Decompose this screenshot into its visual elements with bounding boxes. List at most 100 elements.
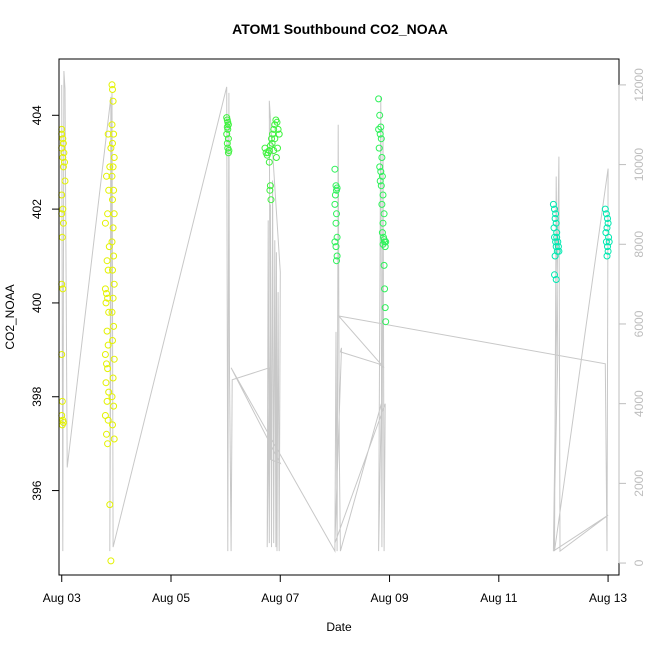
data-point [109, 374, 117, 382]
data-point [59, 139, 67, 147]
altitude-line [61, 70, 609, 553]
data-point [223, 139, 231, 147]
data-point [551, 215, 559, 222]
data-point [110, 402, 118, 410]
data-point [553, 233, 561, 241]
data-point [268, 139, 276, 147]
data-point [270, 125, 278, 133]
data-point [103, 397, 111, 405]
data-point [266, 186, 274, 194]
data-point [108, 393, 116, 401]
data-point [604, 219, 612, 227]
x-tick-label: Aug 03 [43, 591, 81, 605]
data-point [271, 121, 279, 129]
data-point [110, 322, 118, 330]
data-point [379, 191, 387, 199]
y-axis-right-tick-label: 2000 [632, 470, 646, 497]
data-point [266, 182, 274, 190]
data-point [107, 144, 115, 152]
data-point [106, 501, 114, 509]
y-axis-right-tick-label: 12000 [632, 68, 646, 102]
data-point [378, 154, 386, 161]
data-point [110, 186, 118, 194]
data-point [378, 200, 386, 208]
y-tick-label: 398 [30, 386, 44, 406]
data-point [554, 243, 562, 251]
data-point [101, 285, 109, 293]
data-point [59, 285, 67, 293]
x-tick-label: Aug 13 [589, 591, 627, 605]
data-point [375, 95, 383, 103]
data-point [603, 224, 611, 232]
data-point [103, 290, 110, 297]
data-point [106, 163, 114, 171]
data-point [376, 177, 384, 185]
data-points-layer [58, 81, 613, 565]
data-point [604, 215, 611, 222]
data-point [110, 252, 118, 260]
data-point [377, 135, 385, 143]
data-point [109, 86, 116, 93]
data-point [60, 149, 68, 157]
data-point [551, 271, 558, 279]
data-point [554, 238, 562, 246]
data-point [377, 123, 385, 131]
x-axis: Aug 03 Aug 05 Aug 07 Aug 09 Aug 11 Aug 13 [43, 574, 627, 605]
data-point [59, 219, 67, 227]
data-point [102, 379, 110, 387]
data-point [58, 351, 66, 358]
data-point [377, 168, 385, 176]
data-point [108, 172, 116, 180]
data-point [104, 440, 112, 448]
data-point [104, 210, 112, 218]
data-point [331, 200, 339, 208]
data-point [110, 280, 118, 288]
data-point [382, 318, 390, 326]
data-point [104, 341, 112, 349]
data-point [332, 243, 340, 251]
data-point [376, 111, 384, 119]
data-point [378, 229, 386, 237]
data-point [102, 299, 110, 307]
data-point [270, 147, 278, 154]
data-point [377, 182, 385, 190]
data-point [101, 351, 109, 358]
data-point [108, 121, 116, 129]
data-point [376, 163, 384, 171]
data-point [273, 118, 281, 126]
data-point [105, 186, 113, 194]
y-tick-label: 400 [30, 293, 44, 313]
data-point [552, 210, 560, 218]
data-point [331, 191, 339, 199]
data-point [375, 144, 383, 152]
y-axis-right-tick-label: 10000 [632, 148, 646, 182]
data-point [104, 365, 112, 373]
data-point [549, 200, 557, 208]
data-point [333, 186, 340, 194]
data-point [59, 163, 67, 171]
data-point [104, 266, 112, 274]
data-point [110, 355, 118, 363]
data-point [268, 135, 275, 143]
data-point [105, 388, 113, 396]
data-point [604, 247, 612, 255]
data-point [381, 285, 389, 293]
data-point [101, 219, 109, 227]
data-point [110, 210, 118, 218]
x-tick-label: Aug 09 [371, 591, 409, 605]
data-point [224, 125, 232, 133]
data-point [331, 238, 339, 246]
data-point [380, 210, 388, 218]
data-point [109, 294, 117, 302]
data-point [59, 419, 67, 426]
data-point [265, 147, 273, 154]
data-point [333, 252, 341, 260]
data-point [109, 224, 117, 232]
data-point [267, 196, 275, 204]
data-point [109, 337, 116, 344]
data-point [109, 421, 116, 429]
y-axis-label: CO2_NOAA [3, 284, 17, 349]
data-point [602, 210, 610, 218]
data-point [108, 238, 116, 246]
data-point [551, 252, 559, 260]
